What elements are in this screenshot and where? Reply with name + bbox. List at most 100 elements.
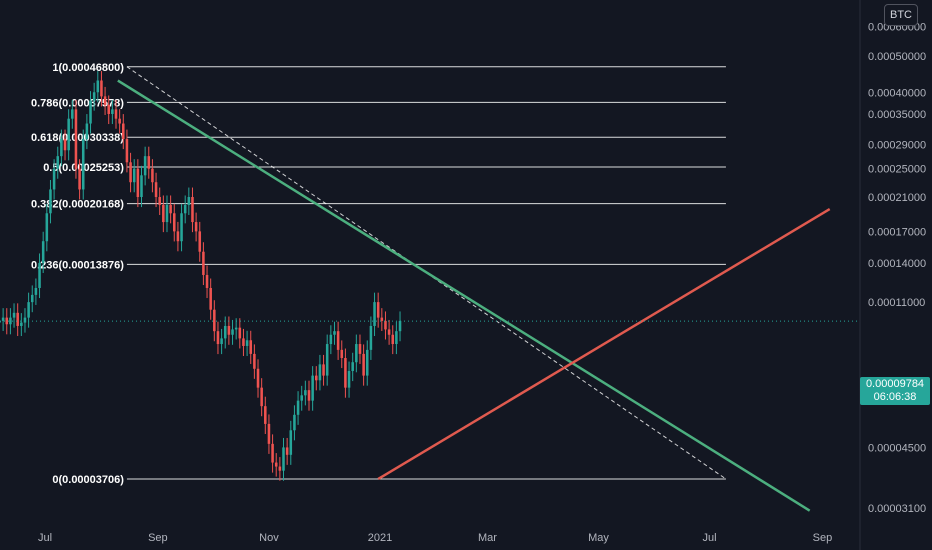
fib-diagonal-dashed-line[interactable] — [126, 66, 727, 480]
candle-body — [41, 241, 45, 263]
candle-body — [85, 123, 89, 140]
candle-body — [358, 344, 362, 354]
candle-body — [30, 294, 34, 303]
candle-body — [169, 204, 172, 214]
candlestick-series — [0, 71, 402, 481]
candle-body — [154, 182, 158, 198]
time-tick-label: Nov — [259, 532, 279, 544]
candle-body — [249, 340, 253, 354]
candle-body — [136, 168, 140, 198]
candle-body — [325, 344, 329, 376]
candle-body — [129, 162, 132, 183]
candle-body — [227, 325, 231, 335]
candle-body — [369, 325, 373, 350]
candle-body — [231, 329, 234, 335]
candle-body — [304, 390, 307, 396]
candle-body — [296, 400, 300, 415]
time-tick-label: May — [588, 532, 609, 544]
candle-body — [234, 327, 238, 330]
support-trend-line[interactable] — [377, 207, 831, 481]
currency-badge[interactable]: BTC — [884, 4, 918, 26]
price-tick-label: 0.00040000 — [868, 87, 926, 99]
time-axis[interactable]: Jul Sep Nov 2021 Mar May Jul Sep — [38, 532, 832, 544]
candle-body — [140, 175, 143, 198]
fib-level-label: 0.382(0.00020168) — [31, 199, 124, 211]
candle-body — [307, 390, 311, 401]
candle-body — [96, 80, 100, 93]
candle-body — [333, 331, 336, 335]
candle-body — [223, 325, 227, 339]
candle-body — [158, 197, 161, 205]
candle-body — [293, 414, 296, 431]
candle-body — [114, 109, 118, 119]
candle-body — [151, 168, 154, 183]
candle-body — [111, 109, 114, 114]
candle-body — [289, 430, 293, 455]
candle-body — [20, 322, 23, 326]
candle-body — [45, 213, 49, 242]
current-price-value: 0.00009784 — [865, 378, 925, 390]
candle-body — [365, 349, 369, 376]
candle-body — [285, 447, 289, 455]
candle-body — [274, 462, 278, 467]
candle-body — [198, 231, 202, 252]
candle-body — [191, 197, 194, 223]
candle-body — [213, 309, 216, 332]
candle-body — [122, 123, 125, 140]
price-tick-label: 0.00035000 — [868, 109, 926, 121]
time-tick-label: Jul — [703, 532, 717, 544]
candle-body — [176, 231, 180, 242]
fib-level-label: 0.236(0.00013876) — [31, 259, 124, 271]
candle-body — [49, 189, 52, 214]
candle-body — [67, 118, 70, 151]
candle-body — [147, 156, 151, 169]
fib-level-label: 1(0.00046800) — [52, 62, 124, 74]
candle-body — [172, 213, 176, 232]
candle-body — [74, 109, 78, 169]
candle-body — [202, 251, 205, 275]
candle-body — [9, 317, 12, 325]
candle-body — [300, 395, 303, 401]
candle-body — [278, 466, 282, 471]
fibonacci-retracement[interactable]: 1(0.00046800) 0.786(0.00037578) 0.618(0.00… — [31, 62, 726, 486]
price-tick-label: 0.00004500 — [868, 442, 926, 454]
candle-body — [125, 139, 129, 163]
price-tick-label: 0.00021000 — [868, 192, 926, 204]
candle-body — [329, 334, 333, 345]
candle-body — [118, 118, 121, 124]
candle-body — [355, 344, 358, 363]
time-tick-label: Jul — [38, 532, 52, 544]
candle-body — [38, 262, 41, 288]
candle-body — [336, 331, 340, 350]
candle-body — [63, 139, 67, 151]
candle-body — [376, 302, 380, 318]
candle-body — [187, 197, 191, 205]
time-tick-label: Sep — [813, 532, 833, 544]
candle-body — [23, 317, 27, 323]
candle-body — [398, 320, 402, 332]
trend-lines[interactable] — [0, 66, 860, 512]
price-tick-label: 0.00014000 — [868, 258, 926, 270]
candle-body — [52, 168, 56, 190]
current-price-tag: 0.00009784 06:06:38 — [860, 377, 930, 405]
resistance-trend-line[interactable] — [117, 79, 811, 512]
candle-body — [34, 287, 38, 295]
candle-body — [387, 329, 391, 335]
candle-body — [245, 340, 249, 346]
candle-body — [256, 368, 260, 388]
candle-body — [100, 80, 103, 97]
candle-body — [362, 353, 365, 376]
candle-body — [322, 364, 325, 376]
candle-body — [315, 375, 318, 381]
candle-body — [384, 320, 387, 330]
candle-body — [71, 109, 74, 119]
candle-body — [282, 447, 285, 471]
candle-body — [16, 312, 19, 326]
candle-body — [92, 92, 96, 101]
price-tick-label: 0.00011000 — [868, 297, 925, 309]
candle-body — [391, 334, 395, 345]
price-tick-label: 0.00060000 — [868, 21, 926, 33]
candle-body — [107, 104, 110, 114]
candle-body — [78, 168, 81, 190]
